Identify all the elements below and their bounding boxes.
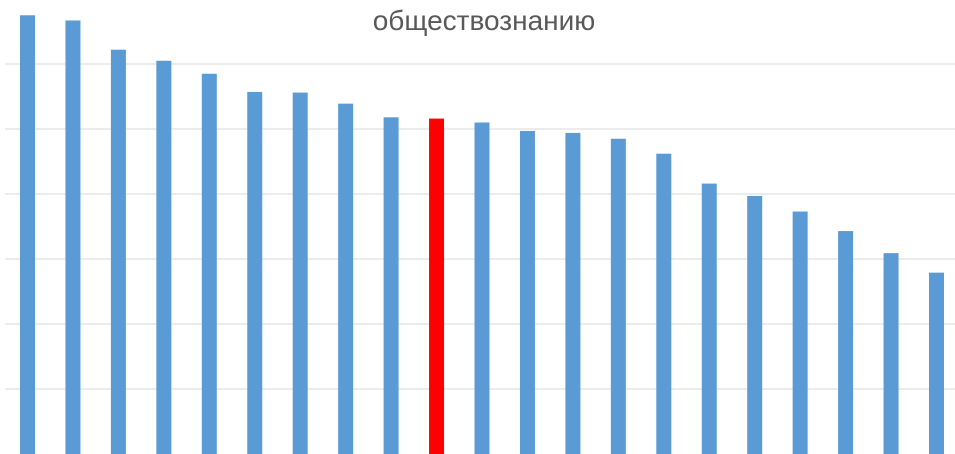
bar [792,211,808,454]
bar [338,103,354,454]
bar [747,195,763,454]
bar [838,231,854,454]
bars [20,15,944,454]
bar [701,183,717,454]
bar [656,153,672,454]
bar [156,60,172,454]
bar [519,130,535,454]
bar [110,49,126,454]
bar [474,122,490,454]
bar [65,20,81,454]
bar [247,91,263,454]
bar [883,253,899,454]
bar-highlighted [429,118,445,454]
bar [565,132,581,454]
bar [20,15,35,454]
chart-title: обществознанию [373,5,596,36]
bar [201,73,217,454]
bar [610,138,626,454]
bar [383,117,399,454]
bar [929,272,944,454]
bar [292,92,308,454]
